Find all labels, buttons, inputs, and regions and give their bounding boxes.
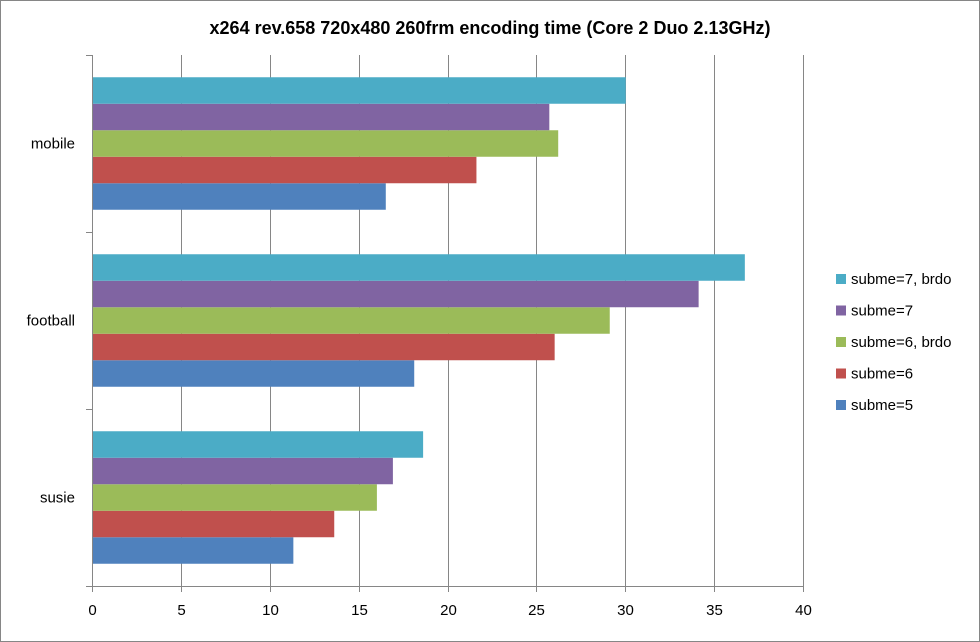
x-tick-label: 10: [262, 602, 279, 619]
bars: [92, 77, 745, 564]
bar-susie-1: [92, 510, 335, 538]
chart-title: x264 rev.658 720x480 260frm encoding tim…: [210, 18, 771, 38]
bar-susie-2: [92, 484, 377, 511]
bar-mobile-1: [92, 156, 477, 184]
legend-swatch: [836, 400, 846, 410]
bar-mobile-4: [92, 77, 626, 104]
legend-label: subme=6, brdo: [851, 334, 951, 351]
bar-football-4: [92, 254, 745, 281]
bar-susie-3: [92, 457, 393, 485]
bar-susie-4: [92, 431, 424, 458]
x-tick-label: 25: [528, 602, 545, 619]
bar-football-0: [92, 360, 415, 387]
bar-mobile-0: [92, 183, 386, 210]
legend-label: subme=7: [851, 303, 913, 320]
legend-label: subme=6: [851, 366, 913, 383]
legend-swatch: [836, 368, 846, 379]
y-category-label: susie: [40, 490, 75, 507]
x-tick-label: 5: [177, 602, 185, 619]
bar-football-1: [92, 333, 555, 361]
y-category-label: football: [27, 313, 75, 330]
legend: subme=7, brdo subme=7 subme=6, brdo subme=6…: [836, 271, 951, 414]
bar-mobile-3: [92, 103, 550, 131]
legend-label: subme=5: [851, 397, 913, 414]
x-tick-label: 20: [440, 602, 457, 619]
legend-label: subme=7, brdo: [851, 271, 951, 288]
x-tick-label: 0: [88, 602, 96, 619]
x-tick-label: 30: [617, 602, 634, 619]
bar-susie-0: [92, 537, 294, 564]
legend-swatch: [836, 305, 846, 316]
y-category-label: mobile: [31, 136, 75, 153]
axes: 0 5 10 15 20 25 30 35 40 mobile football susie: [27, 55, 812, 619]
legend-swatch: [836, 337, 846, 347]
x-tick-label: 35: [706, 602, 723, 619]
x-tick-label: 40: [795, 602, 812, 619]
legend-swatch: [836, 274, 846, 284]
bar-football-2: [92, 307, 610, 334]
bar-football-3: [92, 280, 699, 308]
bar-mobile-2: [92, 130, 559, 157]
x-tick-label: 15: [351, 602, 368, 619]
